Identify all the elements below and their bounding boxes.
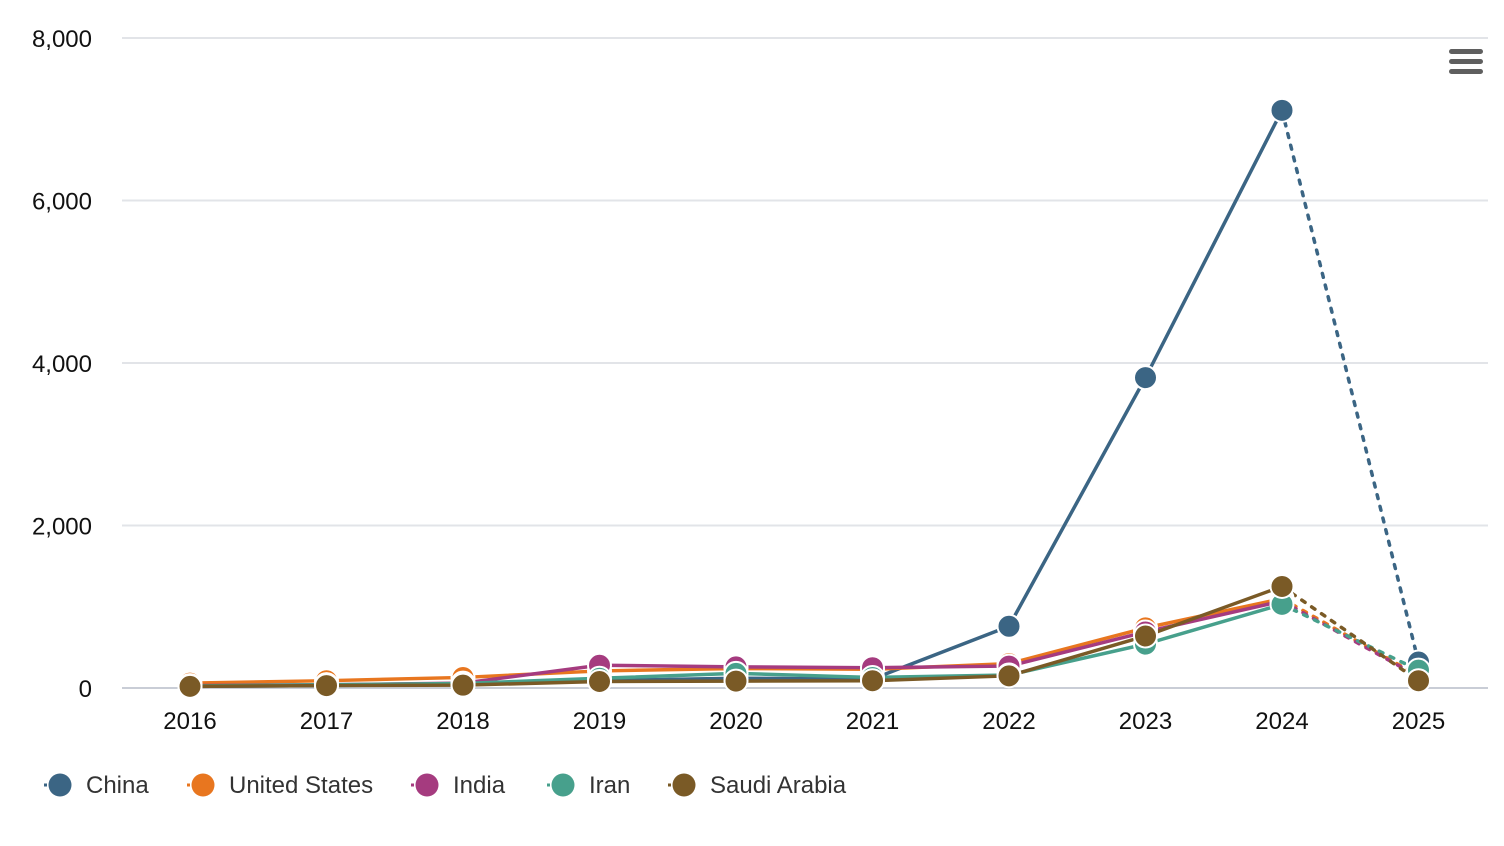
legend-item-saudi-arabia[interactable]: Saudi Arabia <box>668 772 847 799</box>
data-point-saudi-arabia-2016[interactable] <box>177 673 203 699</box>
y-axis-ticks: 0 2,000 4,000 6,000 8,000 <box>32 26 92 703</box>
legend: China United States India Iran Saudi Arabia <box>44 772 847 799</box>
data-point-saudi-arabia-2025[interactable] <box>1406 668 1431 694</box>
legend-marker-china <box>48 773 72 797</box>
legend-marker-india <box>415 773 439 797</box>
legend-marker-saudi-arabia <box>672 773 696 797</box>
series-lines <box>188 108 1421 689</box>
x-tick-label: 2018 <box>436 708 489 735</box>
x-tick-label: 2025 <box>1392 708 1445 735</box>
series-line-china <box>188 108 1284 689</box>
data-point-china-2022[interactable] <box>996 613 1022 639</box>
legend-item-united-states[interactable]: United States <box>187 772 373 799</box>
series-projection-saudi-arabia <box>1280 584 1421 683</box>
x-tick-label: 2019 <box>573 708 626 735</box>
x-tick-label: 2023 <box>1119 708 1172 735</box>
legend-marker-iran <box>551 773 575 797</box>
legend-item-iran[interactable]: Iran <box>547 772 630 799</box>
legend-label-united-states: United States <box>229 772 373 799</box>
x-tick-label: 2024 <box>1255 708 1308 735</box>
data-point-saudi-arabia-2017[interactable] <box>314 673 339 699</box>
legend-item-china[interactable]: China <box>44 772 149 799</box>
legend-label-china: China <box>86 772 149 799</box>
x-tick-label: 2016 <box>163 708 216 735</box>
x-tick-label: 2017 <box>300 708 353 735</box>
y-tick-label: 8,000 <box>32 26 92 53</box>
y-tick-label: 0 <box>79 676 92 703</box>
legend-label-saudi-arabia: Saudi Arabia <box>710 772 847 799</box>
data-point-saudi-arabia-2023[interactable] <box>1133 623 1158 649</box>
series-projection-united-states <box>1280 596 1421 678</box>
hamburger-menu-icon[interactable] <box>1449 49 1483 74</box>
x-tick-label: 2020 <box>709 708 762 735</box>
series-projection-china <box>1280 108 1421 664</box>
x-tick-label: 2021 <box>846 708 899 735</box>
x-tick-label: 2022 <box>982 708 1035 735</box>
legend-label-india: India <box>453 772 506 799</box>
data-point-saudi-arabia-2021[interactable] <box>860 668 885 694</box>
data-point-china-2024[interactable] <box>1269 97 1295 123</box>
y-tick-label: 2,000 <box>32 514 92 541</box>
y-tick-label: 4,000 <box>32 351 92 378</box>
y-tick-label: 6,000 <box>32 189 92 216</box>
data-point-saudi-arabia-2022[interactable] <box>996 663 1022 689</box>
series-points <box>177 97 1431 699</box>
data-point-saudi-arabia-2024[interactable] <box>1269 573 1295 599</box>
series-projection-iran <box>1280 602 1421 672</box>
x-axis-ticks: 2016 2017 2018 2019 2020 2021 2022 2023 2024 2025 <box>163 708 1445 735</box>
data-point-saudi-arabia-2018[interactable] <box>450 672 476 698</box>
data-point-china-2023[interactable] <box>1133 365 1158 391</box>
gridlines <box>122 37 1488 689</box>
legend-marker-united-states <box>191 773 215 797</box>
legend-label-iran: Iran <box>589 772 630 799</box>
legend-item-india[interactable]: India <box>411 772 506 799</box>
data-point-saudi-arabia-2019[interactable] <box>587 669 612 694</box>
data-point-saudi-arabia-2020[interactable] <box>723 668 749 694</box>
